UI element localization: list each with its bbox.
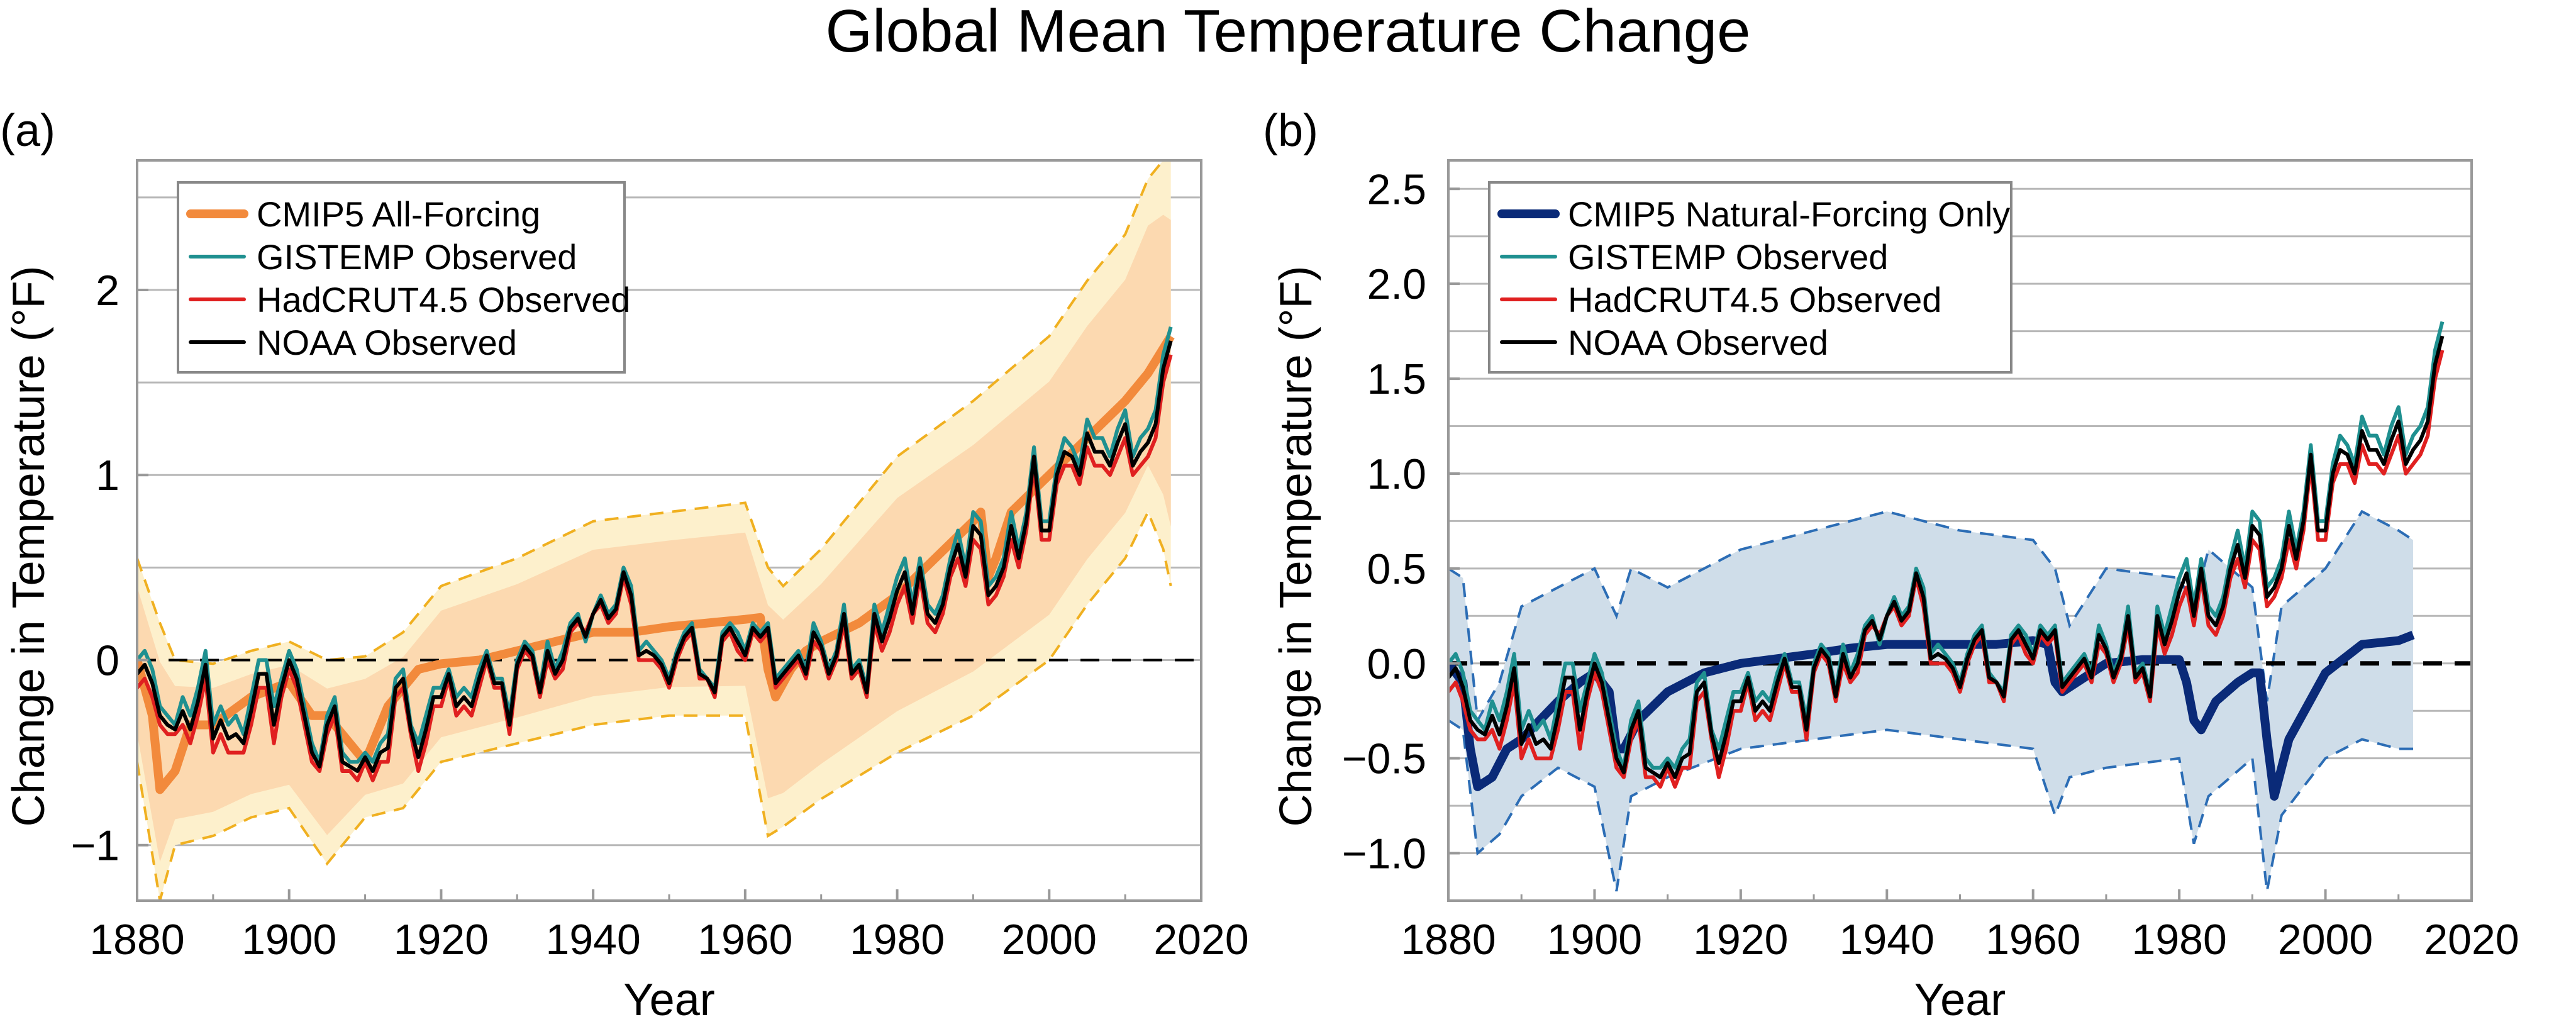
panel-b-x-tick-label: 1980 [2132, 916, 2227, 964]
panel-a-model-mean-line [137, 333, 1175, 794]
panel-a-model-range-upper-edge [137, 160, 1171, 665]
panel-b-legend-label: NOAA Observed [1568, 323, 1828, 362]
panel-a-legend-label: NOAA Observed [257, 323, 517, 362]
panel-b-x-tick-label: 2000 [2278, 916, 2373, 964]
panel-b-y-tick-label: 2.5 [1367, 165, 1426, 213]
panel-b-y-tick-label: 1.5 [1367, 355, 1426, 403]
panel-a-legend-label: GISTEMP Observed [257, 237, 577, 277]
panel-b-y-tick-label: 2.0 [1367, 260, 1426, 308]
panel-b-legend-label: HadCRUT4.5 Observed [1568, 280, 1941, 320]
panel-b-y-tick-label: 1.0 [1367, 450, 1426, 498]
panel-a-x-axis-label: Year [623, 975, 714, 1025]
panel-a-y-tick-label: 0 [96, 637, 119, 684]
panel-a-x-tick-label: 1940 [546, 916, 641, 964]
panel-a-y-tick-label: 1 [96, 452, 119, 499]
panel-a-y-tick-label: −1 [70, 822, 119, 870]
panel-a-legend-label: HadCRUT4.5 Observed [257, 280, 630, 320]
panel-b-x-tick-label: 1940 [1840, 916, 1935, 964]
panel-a-chart: 1880 1900 1920 1940 1960 1980 2000 2020 −1 0 1 2 Yea… [0, 106, 1249, 1025]
panel-b-model-range-lower-edge [1448, 719, 2413, 892]
panel-b-chart: 1880 1900 1920 1940 1960 1980 2000 2020 −1.0 −0.5… [1263, 106, 2519, 1025]
panel-b-panel-label: (b) [1263, 106, 1318, 156]
panel-b-x-tick-label: 1920 [1693, 916, 1788, 964]
panel-b-legend-label: GISTEMP Observed [1568, 237, 1888, 277]
panel-a-y-tick-label: 2 [96, 267, 119, 314]
figure-title: Global Mean Temperature Change [825, 0, 1750, 65]
panel-a-panel-label: (a) [0, 106, 55, 156]
panel-a-x-tick-label: 1920 [394, 916, 489, 964]
panel-b-y-tick-label: −0.5 [1342, 735, 1426, 783]
panel-b-x-axis-label: Year [1914, 975, 2006, 1025]
panel-b-noaa-line [1448, 335, 2445, 779]
panel-b-x-tick-label: 1960 [1985, 916, 2080, 964]
panel-b-y-tick-label: −1.0 [1342, 830, 1426, 878]
panel-a-model-range-lower-edge [137, 509, 1172, 901]
panel-b-x-tick-label: 2020 [2424, 916, 2519, 964]
panel-a-noaa-line [137, 340, 1173, 773]
panel-a-x-tick-label: 1880 [89, 916, 184, 964]
panel-b-legend-label: CMIP5 Natural-Forcing Only [1568, 194, 2010, 234]
panel-b-y-tick-label: 0.5 [1367, 545, 1426, 593]
panel-a-legend-box [177, 181, 626, 374]
panel-a-x-tick-label: 2020 [1153, 916, 1248, 964]
panel-a-y-axis-label: Change in Temperature (°F) [4, 266, 54, 827]
panel-b-x-tick-label: 1880 [1401, 916, 1496, 964]
panel-b-legend-box [1488, 181, 2012, 374]
panel-b-y-tick-label: 0.0 [1367, 640, 1426, 688]
panel-a-x-tick-label: 1900 [242, 916, 336, 964]
panel-b-model-range-upper-edge [1448, 509, 2414, 725]
panel-b-y-axis-label: Change in Temperature (°F) [1271, 266, 1321, 827]
panel-a-x-tick-label: 1960 [697, 916, 792, 964]
panel-a-legend-label: CMIP5 All-Forcing [257, 194, 540, 234]
panel-a-x-tick-label: 2000 [1002, 916, 1097, 964]
panel-a-x-tick-label: 1980 [850, 916, 945, 964]
panel-b-x-tick-label: 1900 [1547, 916, 1642, 964]
